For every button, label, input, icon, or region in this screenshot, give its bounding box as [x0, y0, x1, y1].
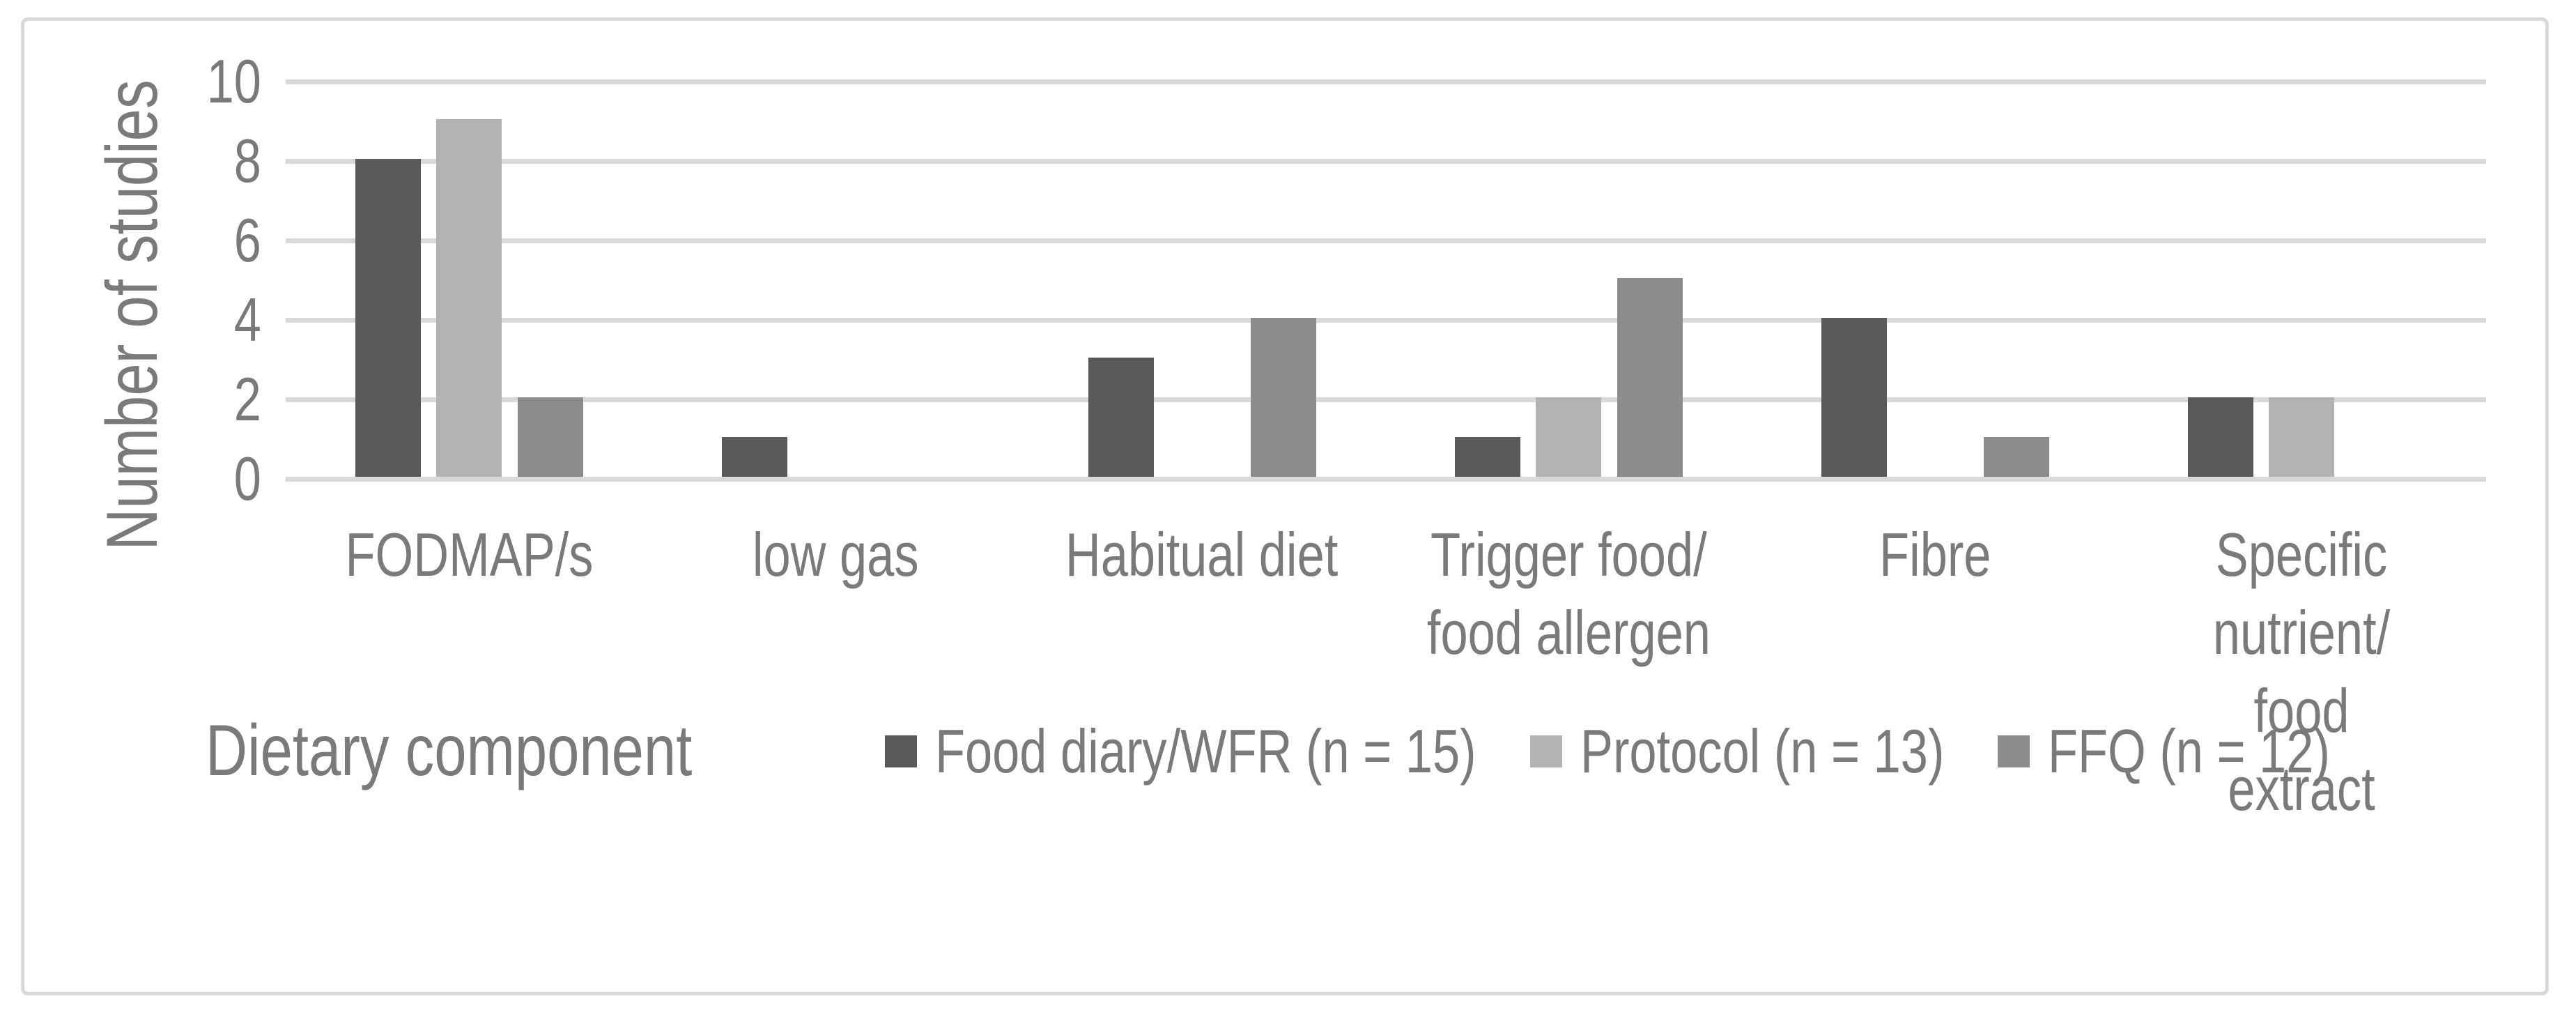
- category-label-4: Trigger food/ food allergen: [1391, 516, 1746, 672]
- y-tick-label-2: 2: [108, 361, 261, 438]
- bar-food-cat3: [1088, 358, 1154, 477]
- category-label-text: Fibre: [1879, 520, 1991, 589]
- bar-food-cat1: [355, 159, 421, 477]
- y-tick-label-0: 0: [108, 441, 261, 517]
- bar-food-cat5: [1821, 318, 1887, 477]
- y-tick-text: 2: [233, 365, 261, 434]
- bar-food-cat4: [1454, 437, 1520, 477]
- category-label-6: Specific nutrient/ food extract: [2124, 516, 2479, 828]
- bar-ffq-cat3: [1250, 318, 1316, 477]
- legend-item-3: FFQ (n = 12): [1998, 718, 2400, 785]
- y-tick-text: 6: [233, 206, 261, 275]
- legend-label: Food diary/WFR (n = 15): [935, 718, 1612, 785]
- legend-marker-icon: [1530, 735, 1562, 767]
- category-label-text: Habitual diet: [1065, 520, 1339, 589]
- legend-marker-icon: [885, 735, 917, 767]
- y-tick-label-4: 4: [108, 282, 261, 358]
- category-label-text: FODMAP/s: [345, 520, 593, 589]
- y-tick-text: 10: [206, 47, 261, 116]
- legend-label: FFQ (n = 12): [2048, 718, 2400, 785]
- legend-item-2: Protocol (n = 13): [1530, 718, 2035, 785]
- legend-item-1: Food diary/WFR (n = 15): [885, 718, 1612, 785]
- y-tick-text: 0: [233, 444, 261, 513]
- category-label-1: FODMAP/s: [291, 516, 647, 594]
- gridline-y4: [286, 318, 2486, 323]
- gridline-y6: [286, 238, 2486, 243]
- legend-label-text: Food diary/WFR (n = 15): [935, 717, 1476, 786]
- category-label-3: Habitual diet: [1024, 516, 1380, 594]
- gridline-y10: [286, 79, 2486, 84]
- legend-label-text: Protocol (n = 13): [1580, 717, 1945, 786]
- gridline-y8: [286, 159, 2486, 164]
- category-label-text: Trigger food/ food allergen: [1426, 520, 1711, 667]
- bar-ffq-cat4: [1617, 278, 1683, 477]
- bar-food-cat6: [2187, 397, 2253, 477]
- y-tick-text: 8: [233, 126, 261, 195]
- category-label-2: low gas: [658, 516, 1013, 594]
- category-label-5: Fibre: [1757, 516, 2113, 594]
- bar-protocol-cat4: [1536, 397, 1601, 477]
- bar-protocol-cat1: [436, 119, 502, 477]
- gridline-y0: [286, 477, 2486, 482]
- bar-protocol-cat6: [2269, 397, 2334, 477]
- y-tick-label-10: 10: [108, 43, 261, 120]
- category-label-text: Specific nutrient/ food extract: [2212, 520, 2391, 823]
- x-axis-title: Dietary component: [206, 712, 814, 789]
- bar-food-cat2: [721, 437, 787, 477]
- x-axis-title-text: Dietary component: [206, 710, 693, 791]
- y-tick-label-8: 8: [108, 123, 261, 199]
- bar-ffq-cat5: [1983, 437, 2049, 477]
- legend-label-text: FFQ (n = 12): [2048, 717, 2330, 786]
- gridline-y2: [286, 397, 2486, 402]
- y-tick-label-6: 6: [108, 202, 261, 279]
- legend-marker-icon: [1998, 735, 2030, 767]
- category-label-text: low gas: [752, 520, 919, 589]
- bar-ffq-cat1: [517, 397, 583, 477]
- y-tick-text: 4: [233, 285, 261, 354]
- legend-label: Protocol (n = 13): [1580, 718, 2035, 785]
